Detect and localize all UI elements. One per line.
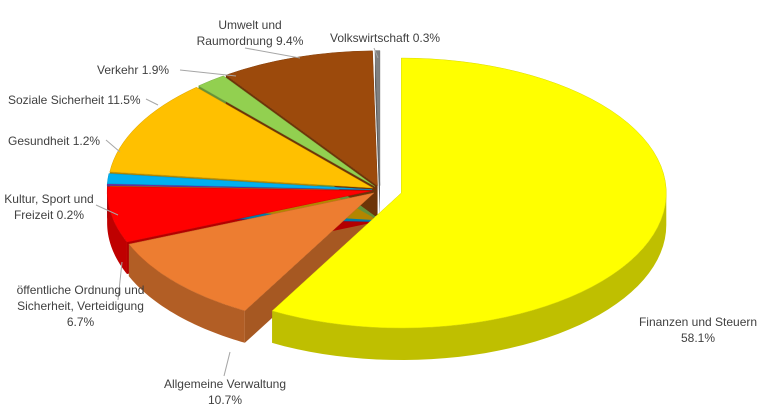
data-label: Verkehr 1.9% xyxy=(97,62,187,78)
value-label: 1.2% xyxy=(72,134,101,148)
value-label: 1.9% xyxy=(141,63,170,77)
slice xyxy=(271,57,667,329)
slice xyxy=(128,192,375,312)
leader-line xyxy=(145,98,159,106)
category-name: Allgemeine Verwaltung xyxy=(163,377,287,391)
data-label: Kultur, Sport und Freizeit 0.2% xyxy=(4,191,94,223)
category-name: Volkswirtschaft xyxy=(330,31,410,45)
leader-line xyxy=(95,204,119,216)
leader-line xyxy=(223,351,231,377)
value-label: 10.7% xyxy=(207,393,243,407)
category-name: Umwelt und Raumordnung xyxy=(196,18,282,48)
value-label: 0.3% xyxy=(412,31,441,45)
data-label: Soziale Sicherheit 11.5% xyxy=(8,92,148,108)
category-name: Gesundheit xyxy=(8,134,70,148)
slice xyxy=(106,186,373,243)
data-label: Volkswirtschaft 0.3% xyxy=(330,30,460,46)
leader-line xyxy=(373,47,379,59)
category-name: Soziale Sicherheit xyxy=(8,93,105,107)
data-label: Allgemeine Verwaltung 10.7% xyxy=(150,376,300,408)
value-label: 58.1% xyxy=(680,331,716,345)
slice xyxy=(109,86,374,189)
data-label: Finanzen und Steuern 58.1% xyxy=(628,314,768,346)
category-name: Verkehr xyxy=(97,63,139,77)
leader-line xyxy=(244,47,301,59)
leader-line xyxy=(105,139,121,153)
leader-line xyxy=(179,69,237,77)
slice xyxy=(197,75,376,187)
data-label: Umwelt und Raumordnung 9.4% xyxy=(185,17,315,49)
value-label: 11.5% xyxy=(107,93,141,107)
data-label: öffentliche Ordnung und Sicherheit, Vert… xyxy=(8,282,153,330)
slice-side xyxy=(374,50,380,218)
slice-wall xyxy=(107,190,127,275)
slice xyxy=(107,173,373,190)
leader-line xyxy=(117,261,123,301)
slice-wall xyxy=(128,244,245,343)
category-name: Kultur, Sport und Freizeit xyxy=(4,192,94,222)
value-label: 0.2% xyxy=(56,208,85,222)
data-label: Gesundheit 1.2% xyxy=(8,133,118,149)
slice-wall xyxy=(272,193,667,361)
category-name: Finanzen und Steuern xyxy=(638,315,758,329)
value-label: 9.4% xyxy=(276,34,304,48)
value-label: 6.7% xyxy=(66,315,95,329)
category-name: öffentliche Ordnung und Sicherheit, Vert… xyxy=(16,283,145,313)
